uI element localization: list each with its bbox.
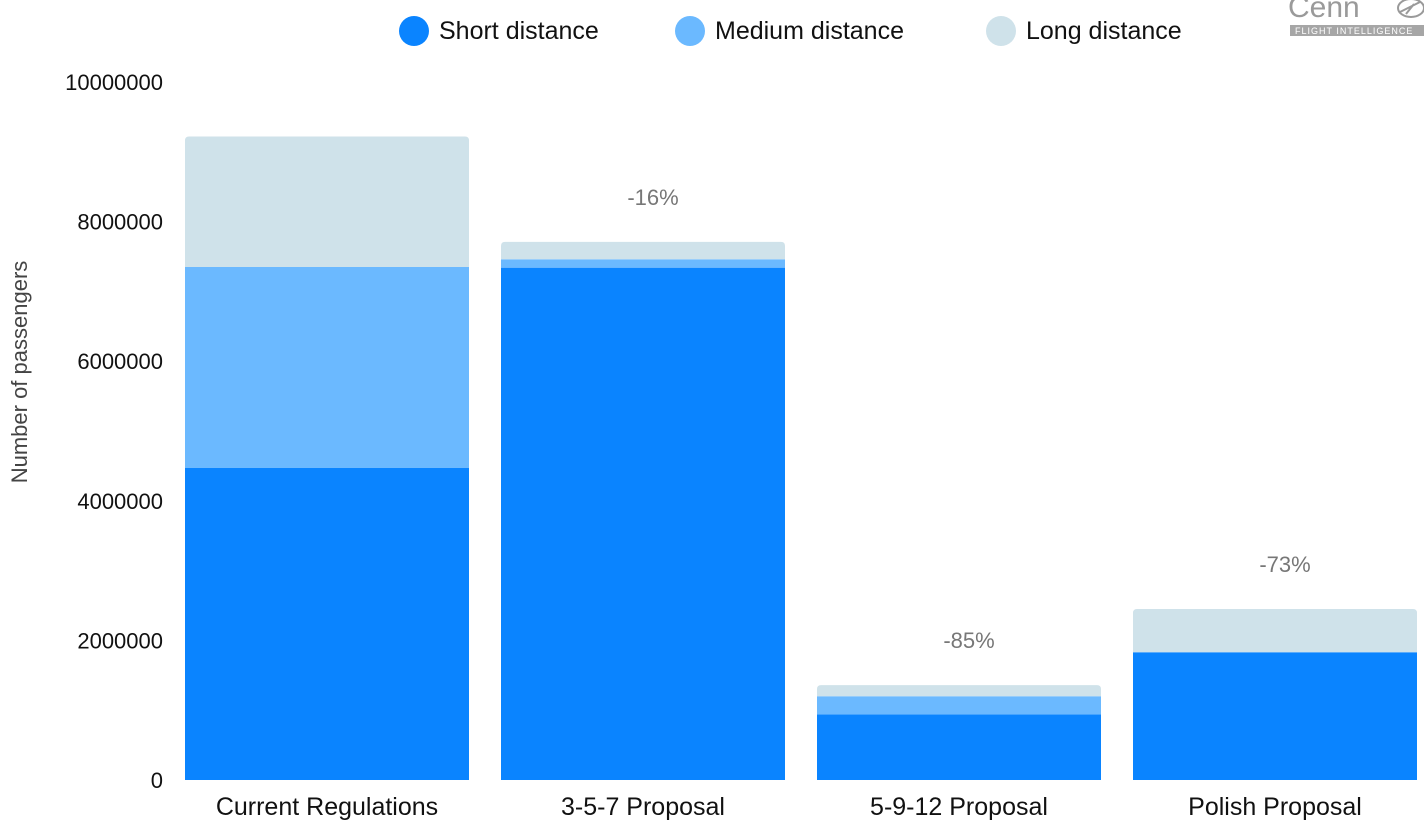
x-category-label: Current Regulations bbox=[216, 793, 438, 821]
bar-segment-short-distance bbox=[501, 267, 785, 781]
bar-segment-short-distance bbox=[185, 467, 469, 780]
bar-segment-long-distance bbox=[817, 685, 1101, 697]
bar-change-label: -16% bbox=[627, 185, 678, 210]
legend-marker bbox=[986, 16, 1016, 46]
legend-marker bbox=[675, 16, 705, 46]
bars bbox=[185, 136, 1417, 781]
x-category-label: 5-9-12 Proposal bbox=[870, 793, 1048, 821]
x-category-label: 3-5-7 Proposal bbox=[561, 793, 725, 821]
bar-segment-short-distance bbox=[817, 714, 1101, 780]
y-tick-label: 10000000 bbox=[65, 70, 163, 95]
logo-tagline: FLIGHT INTELLIGENCE bbox=[1295, 26, 1413, 36]
logo-tagline-strip bbox=[1290, 25, 1424, 36]
legend: Short distance Medium distance Long distan… bbox=[399, 16, 1182, 46]
y-tick-label: 6000000 bbox=[77, 349, 163, 374]
company-logo: Cenn FLIGHT INTELLIGENCE bbox=[1288, 0, 1424, 36]
bar-change-label: -85% bbox=[943, 628, 994, 653]
legend-label: Medium distance bbox=[715, 17, 904, 45]
bar-change-label: -73% bbox=[1259, 552, 1310, 577]
bar-segment-medium-distance bbox=[817, 696, 1101, 715]
bar-segment-medium-distance bbox=[501, 259, 785, 268]
bar-annotations: -16% -85% -73% bbox=[627, 185, 1310, 653]
airplane-icon bbox=[1397, 0, 1424, 18]
x-category-label: Polish Proposal bbox=[1188, 793, 1362, 821]
y-tick-label: 2000000 bbox=[77, 628, 163, 653]
legend-label: Long distance bbox=[1026, 17, 1182, 45]
logo-word: Cenn bbox=[1288, 0, 1360, 24]
y-tick-label: 8000000 bbox=[77, 210, 163, 235]
bar-segment-long-distance bbox=[501, 241, 785, 260]
bar-segment-long-distance bbox=[1133, 608, 1417, 653]
legend-label: Short distance bbox=[439, 17, 599, 45]
y-tick-label: 0 bbox=[151, 768, 163, 793]
bar-segment-long-distance bbox=[185, 136, 469, 267]
bar-segment-short-distance bbox=[1133, 652, 1417, 780]
y-axis-label: Number of passengers bbox=[7, 261, 32, 484]
x-axis-categories: Current Regulations 3-5-7 Proposal 5-9-12 … bbox=[216, 793, 1362, 821]
bar-segment-medium-distance bbox=[185, 266, 469, 468]
y-tick-label: 4000000 bbox=[77, 489, 163, 514]
legend-marker bbox=[399, 16, 429, 46]
y-axis-ticks: 0 2000000 4000000 6000000 8000000 10000000 bbox=[65, 70, 163, 793]
